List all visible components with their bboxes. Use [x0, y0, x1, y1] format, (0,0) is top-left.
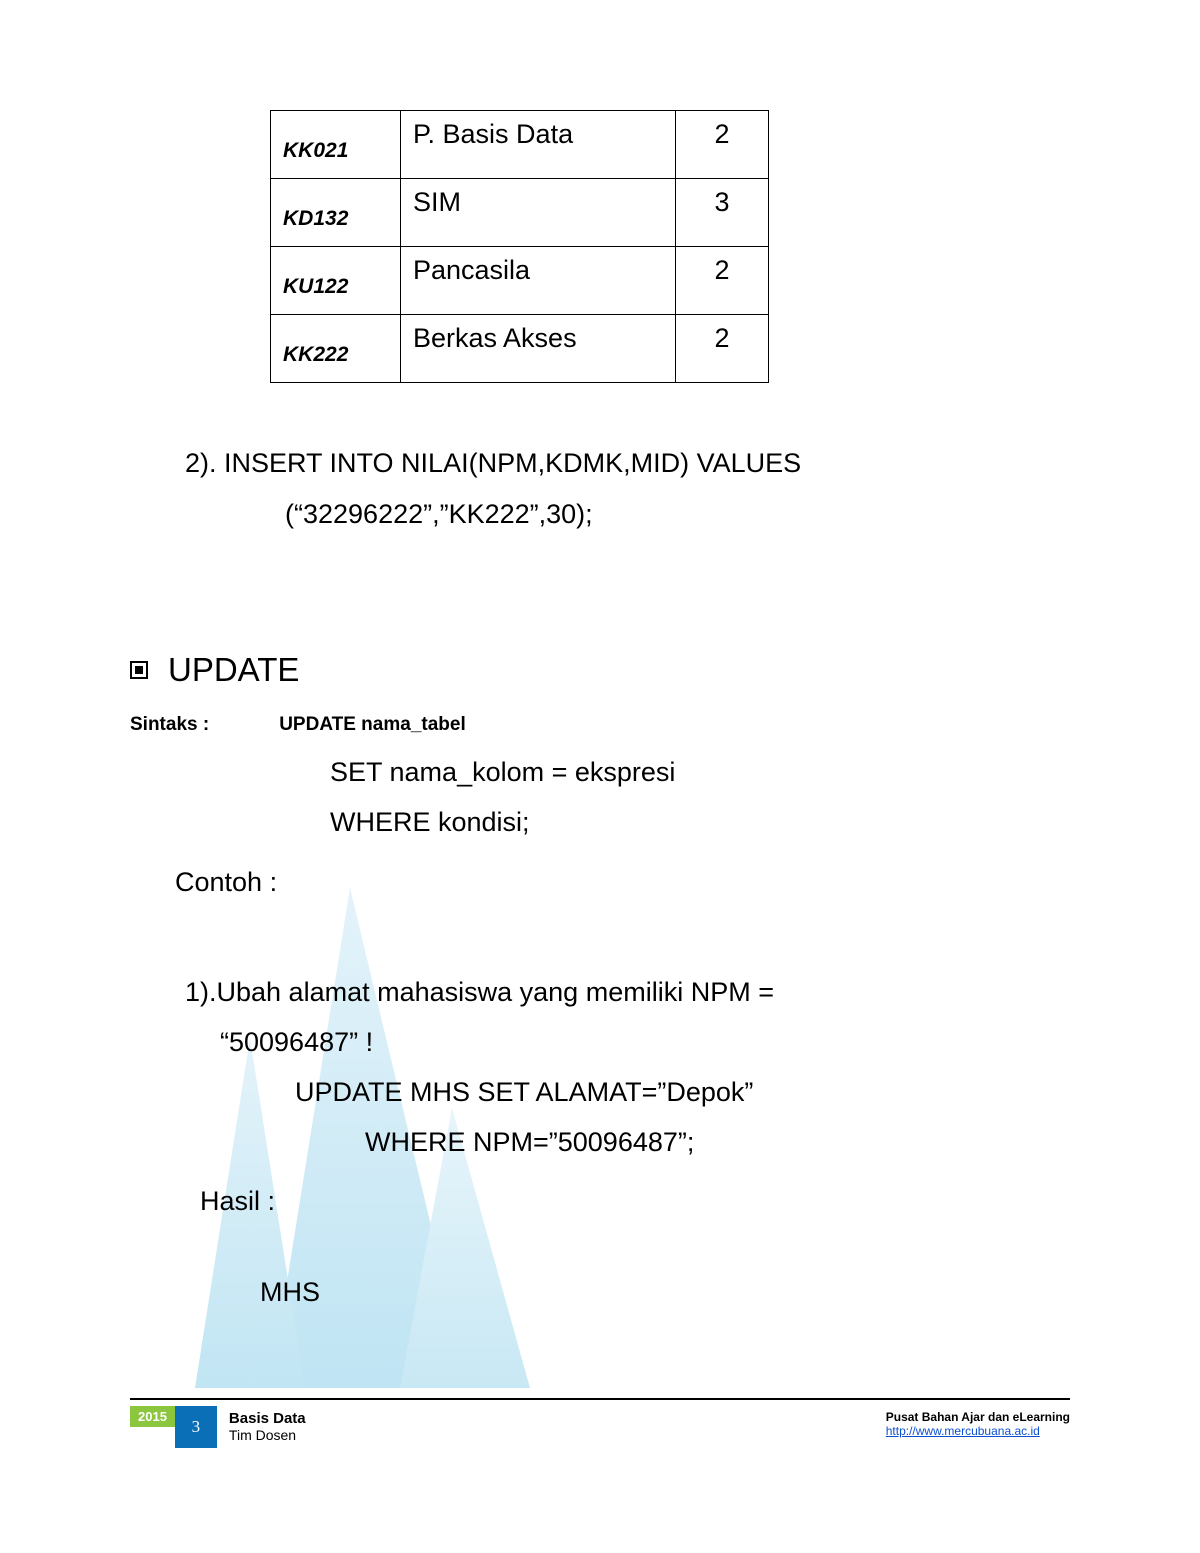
- syntax-line-3: WHERE kondisi;: [130, 798, 1070, 848]
- footer-divider: [130, 1398, 1070, 1400]
- table-row: KK021P. Basis Data2: [271, 111, 769, 179]
- footer-right-block: Pusat Bahan Ajar dan eLearning http://ww…: [696, 1406, 1070, 1438]
- table-row: KU122Pancasila2: [271, 247, 769, 315]
- syntax-line-2: SET nama_kolom = ekspresi: [130, 748, 1070, 798]
- table-row: KK222Berkas Akses2: [271, 315, 769, 383]
- cell-code: KD132: [271, 179, 401, 247]
- footer-title-block: Basis Data Tim Dosen: [217, 1406, 306, 1443]
- cell-name: P. Basis Data: [401, 111, 676, 179]
- example-line-3: UPDATE MHS SET ALAMAT=”Depok”: [185, 1068, 1070, 1118]
- example-line-2: “50096487” !: [185, 1018, 1070, 1068]
- heading-text: UPDATE: [168, 651, 299, 689]
- insert-line-2: (“32296222”,”KK222”,30);: [185, 489, 1070, 540]
- cell-code: KK222: [271, 315, 401, 383]
- footer-link: http://www.mercubuana.ac.id: [886, 1424, 1070, 1438]
- cell-code: KU122: [271, 247, 401, 315]
- cell-num: 3: [676, 179, 769, 247]
- cell-code: KK021: [271, 111, 401, 179]
- cell-name: Berkas Akses: [401, 315, 676, 383]
- example-line-4: WHERE NPM=”50096487”;: [185, 1118, 1070, 1168]
- cell-name: Pancasila: [401, 247, 676, 315]
- section-heading: UPDATE: [130, 651, 1070, 689]
- syntax-line-1: UPDATE nama_tabel: [279, 714, 466, 735]
- bullet-icon: [130, 661, 148, 679]
- page-number-badge: 3: [175, 1406, 217, 1448]
- mhs-label: MHS: [260, 1277, 1070, 1308]
- example-line-1: 1).Ubah alamat mahasiswa yang memiliki N…: [185, 968, 1070, 1018]
- footer-subtitle: Tim Dosen: [229, 1427, 306, 1443]
- cell-num: 2: [676, 111, 769, 179]
- table-row: KD132SIM3: [271, 179, 769, 247]
- page-footer: 2015 3 Basis Data Tim Dosen Pusat Bahan …: [130, 1398, 1070, 1448]
- hasil-label: Hasil :: [200, 1186, 1070, 1217]
- insert-statement: 2). INSERT INTO NILAI(NPM,KDMK,MID) VALU…: [185, 438, 1070, 541]
- year-badge: 2015: [130, 1406, 175, 1427]
- cell-num: 2: [676, 247, 769, 315]
- contoh-label: Contoh :: [175, 867, 1070, 898]
- course-table: KK021P. Basis Data2KD132SIM3KU122Pancasi…: [270, 110, 769, 383]
- syntax-label-row: Sintaks : UPDATE nama_tabel: [130, 714, 1070, 736]
- footer-right-line-1: Pusat Bahan Ajar dan eLearning: [886, 1410, 1070, 1424]
- footer-title: Basis Data: [229, 1410, 306, 1427]
- syntax-label: Sintaks :: [130, 714, 209, 735]
- insert-line-1: 2). INSERT INTO NILAI(NPM,KDMK,MID) VALU…: [185, 438, 1070, 489]
- cell-num: 2: [676, 315, 769, 383]
- cell-name: SIM: [401, 179, 676, 247]
- example-block: 1).Ubah alamat mahasiswa yang memiliki N…: [185, 968, 1070, 1168]
